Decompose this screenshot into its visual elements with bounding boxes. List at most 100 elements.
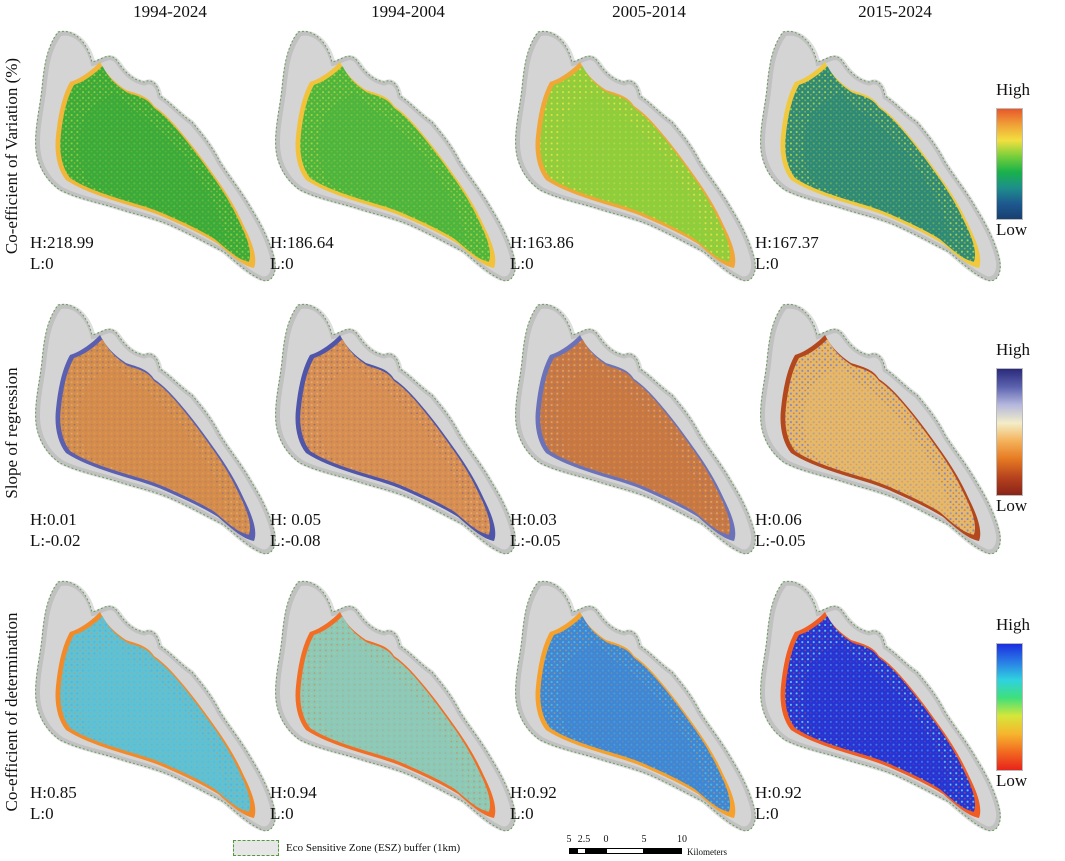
map-panel: H:0.06 L:-0.05 xyxy=(755,295,1005,565)
stat-low: L:0 xyxy=(510,804,534,823)
wetland-core xyxy=(559,92,706,244)
panel-stats: H:0.92 L:0 xyxy=(510,782,557,824)
stat-low: L:0 xyxy=(755,804,779,823)
map-svg xyxy=(760,30,1002,282)
map-panel: H:0.94 L:0 xyxy=(270,572,520,842)
map-panel: H:163.86 L:0 xyxy=(510,22,760,292)
legend-r2-high: High xyxy=(996,615,1030,634)
row-label-r2: Co-efficient of determination xyxy=(2,612,21,812)
wetland-core xyxy=(319,92,466,244)
legend-slope-colorbar xyxy=(996,368,1023,496)
wetland-core xyxy=(559,365,706,517)
wetland-core xyxy=(804,92,951,244)
panel-stats: H:0.06 L:-0.05 xyxy=(755,509,806,551)
scale-tick-5: 10 xyxy=(677,834,687,845)
legend-cv-colorbar xyxy=(996,108,1023,220)
map-svg xyxy=(35,580,277,832)
legend-cv: High Low xyxy=(996,80,1030,239)
scale-segment xyxy=(644,848,682,854)
map-panel: H:0.03 L:-0.05 xyxy=(510,295,760,565)
wetland-core xyxy=(79,642,226,794)
hillshade-ridge xyxy=(515,30,757,282)
stat-low: L:0 xyxy=(510,254,534,273)
map-svg xyxy=(275,30,517,282)
panel-stats: H:218.99 L:0 xyxy=(30,232,94,274)
legend-r2-colorbar xyxy=(996,643,1023,771)
stat-low: L:-0.05 xyxy=(755,531,806,550)
stat-low: L:0 xyxy=(270,254,294,273)
panel-stats: H:186.64 L:0 xyxy=(270,232,334,274)
stat-high: H:218.99 xyxy=(30,233,94,252)
stat-high: H:0.92 xyxy=(510,783,557,802)
scale-tick-4: 5 xyxy=(641,834,647,845)
scale-tick-1: 5 xyxy=(566,834,572,845)
hillshade-ridge xyxy=(760,30,1002,282)
map-panel: H:0.85 L:0 xyxy=(30,572,280,842)
scale-bar: 5 2.5 0 5 10 Kilometers xyxy=(565,834,755,858)
column-header-4: 2015-2024 xyxy=(858,2,932,21)
hillshade-ridge xyxy=(35,580,277,832)
map-svg xyxy=(515,30,757,282)
stat-high: H:0.01 xyxy=(30,510,77,529)
map-panel: H: 0.05 L:-0.08 xyxy=(270,295,520,565)
hillshade-ridge xyxy=(275,303,517,555)
stat-low: L:0 xyxy=(270,804,294,823)
scale-unit: Kilometers xyxy=(687,847,727,857)
scale-tick-2: 2.5 xyxy=(577,834,591,845)
row-label-cv: Co-efficient of Variation (%) xyxy=(2,57,21,255)
hillshade-ridge xyxy=(515,303,757,555)
legend-r2: High Low xyxy=(996,615,1030,790)
hillshade-ridge xyxy=(760,303,1002,555)
hillshade-ridge xyxy=(35,303,277,555)
panel-stats: H:0.03 L:-0.05 xyxy=(510,509,561,551)
stat-high: H:0.06 xyxy=(755,510,802,529)
legend-slope-low: Low xyxy=(996,496,1028,515)
stat-low: L:0 xyxy=(30,804,54,823)
legend-cv-high: High xyxy=(996,80,1030,99)
stat-low: L:-0.05 xyxy=(510,531,561,550)
map-panel: H:0.92 L:0 xyxy=(510,572,760,842)
wetland-core xyxy=(804,642,951,794)
hillshade-ridge xyxy=(275,580,517,832)
map-panel: H:186.64 L:0 xyxy=(270,22,520,292)
stat-high: H:0.92 xyxy=(755,783,802,802)
map-svg xyxy=(515,580,757,832)
column-header-3: 2005-2014 xyxy=(612,2,686,21)
map-svg xyxy=(275,580,517,832)
wetland-core xyxy=(319,642,466,794)
stat-low: L:-0.08 xyxy=(270,531,321,550)
hillshade-ridge xyxy=(515,580,757,832)
scale-segment xyxy=(606,848,644,854)
stat-high: H: 0.05 xyxy=(270,510,321,529)
map-svg xyxy=(515,303,757,555)
panel-stats: H:0.94 L:0 xyxy=(270,782,317,824)
map-panel: H:0.01 L:-0.02 xyxy=(30,295,280,565)
esz-legend: Eco Sensitive Zone (ESZ) buffer (1km) xyxy=(233,840,460,856)
map-panel: H:0.92 L:0 xyxy=(755,572,1005,842)
stat-high: H:186.64 xyxy=(270,233,334,252)
stat-low: L:-0.02 xyxy=(30,531,81,550)
map-svg xyxy=(760,580,1002,832)
esz-legend-label: Eco Sensitive Zone (ESZ) buffer (1km) xyxy=(286,842,461,854)
panel-stats: H:167.37 L:0 xyxy=(755,232,819,274)
stat-high: H:0.94 xyxy=(270,783,317,802)
panel-stats: H:163.86 L:0 xyxy=(510,232,574,274)
wetland-core xyxy=(319,365,466,517)
legend-slope-high: High xyxy=(996,340,1030,359)
stat-high: H:0.03 xyxy=(510,510,557,529)
hillshade-ridge xyxy=(275,30,517,282)
map-svg xyxy=(35,30,277,282)
hillshade-ridge xyxy=(760,580,1002,832)
wetland-core xyxy=(79,92,226,244)
panel-stats: H: 0.05 L:-0.08 xyxy=(270,509,321,551)
map-svg xyxy=(760,303,1002,555)
map-panel: H:218.99 L:0 xyxy=(30,22,280,292)
legend-r2-low: Low xyxy=(996,771,1028,790)
hillshade-ridge xyxy=(35,30,277,282)
column-header-2: 1994-2004 xyxy=(371,2,445,21)
stat-high: H:167.37 xyxy=(755,233,819,252)
panel-stats: H:0.85 L:0 xyxy=(30,782,77,824)
wetland-core xyxy=(559,642,706,794)
esz-swatch xyxy=(233,840,279,856)
